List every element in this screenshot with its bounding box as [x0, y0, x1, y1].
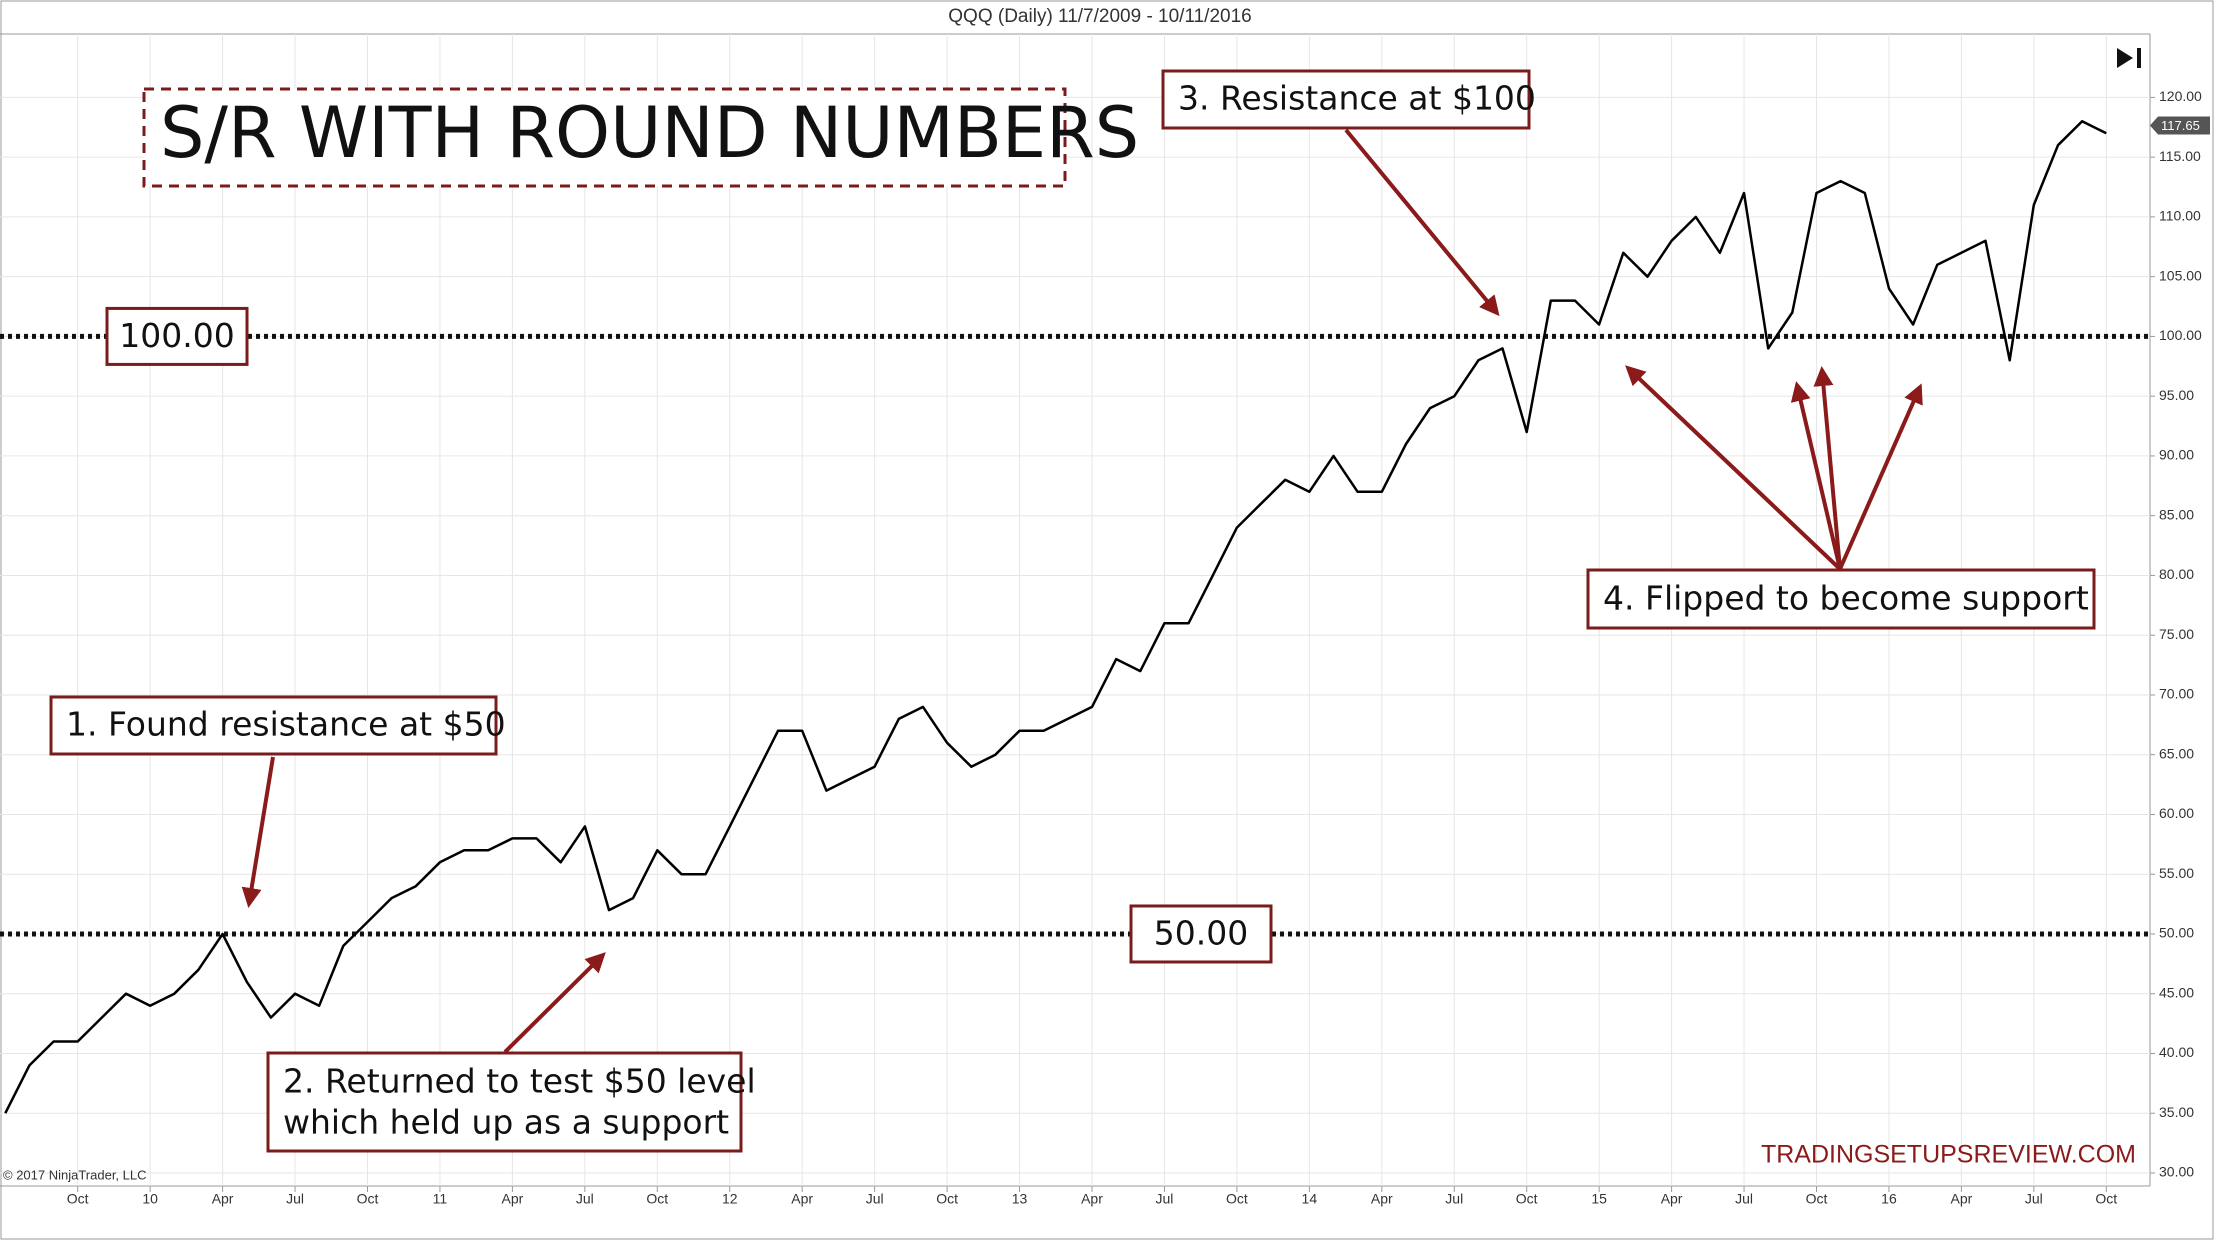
- annotation-box: [266, 1051, 743, 1153]
- x-tick-label: Oct: [357, 1191, 379, 1207]
- x-tick-label: Apr: [1661, 1191, 1683, 1207]
- arrow: [1344, 128, 1500, 317]
- y-tick-label: 70.00: [2159, 686, 2194, 702]
- x-tick-label: Apr: [212, 1191, 234, 1207]
- x-tick-label: Oct: [2095, 1191, 2117, 1207]
- y-tick-label: 85.00: [2159, 506, 2194, 522]
- x-tick-label: Jul: [866, 1191, 884, 1207]
- watermark: TRADINGSETUPSREVIEW.COM: [1761, 1141, 2136, 1169]
- arrow: [241, 756, 275, 908]
- y-tick-label: 35.00: [2159, 1104, 2194, 1120]
- x-tick-label: 14: [1302, 1191, 1318, 1207]
- x-tick-label: Apr: [502, 1191, 524, 1207]
- x-tick-label: Oct: [646, 1191, 668, 1207]
- x-tick-label: 12: [722, 1191, 738, 1207]
- x-tick-label: Apr: [1951, 1191, 1973, 1207]
- x-tick-label: Apr: [1081, 1191, 1103, 1207]
- arrow: [503, 952, 606, 1054]
- annotation-box: [49, 695, 498, 756]
- level-label: 100.00: [119, 316, 234, 355]
- annotation-box: [1161, 69, 1531, 130]
- x-tick-label: Apr: [791, 1191, 813, 1207]
- x-tick-label: Apr: [1371, 1191, 1393, 1207]
- x-tick-label: Jul: [576, 1191, 594, 1207]
- chart-title: QQQ (Daily) 11/7/2009 - 10/11/2016: [948, 6, 1251, 27]
- x-tick-label: 11: [433, 1191, 448, 1207]
- arrow: [1790, 381, 1842, 570]
- x-tick-label: Oct: [1516, 1191, 1538, 1207]
- x-tick-label: 13: [1012, 1191, 1028, 1207]
- x-tick-label: Oct: [67, 1191, 89, 1207]
- level-box: [1129, 904, 1273, 964]
- y-tick-label: 95.00: [2159, 387, 2194, 403]
- arrow: [1625, 365, 1842, 571]
- headline-box: [142, 87, 1067, 188]
- x-tick-label: Jul: [1155, 1191, 1173, 1207]
- annotation: which held up as a support: [283, 1103, 729, 1142]
- arrow: [1838, 383, 1923, 570]
- x-tick-label: 10: [142, 1191, 158, 1207]
- y-tick-label: 40.00: [2159, 1044, 2194, 1060]
- x-tick-label: Oct: [1226, 1191, 1248, 1207]
- y-tick-label: 65.00: [2159, 745, 2194, 761]
- play-icon-bar: [2137, 48, 2141, 68]
- x-tick-label: 16: [1881, 1191, 1897, 1207]
- plot: [4, 120, 2107, 1114]
- y-tick-label: 30.00: [2159, 1164, 2194, 1180]
- y-tick-label: 60.00: [2159, 805, 2194, 821]
- levels: [0, 333, 2150, 937]
- y-tick-label: 45.00: [2159, 984, 2194, 1000]
- annotation-box: [1586, 568, 2096, 630]
- arrow: [1813, 366, 1842, 570]
- x-tick-label: Oct: [936, 1191, 958, 1207]
- price-line: [4, 120, 2107, 1114]
- copyright: © 2017 NinjaTrader, LLC: [3, 1167, 147, 1182]
- level-label: 50.00: [1154, 913, 1248, 952]
- x-tick-label: Jul: [2025, 1191, 2043, 1207]
- y-tick-label: 50.00: [2159, 925, 2194, 941]
- annotation: 3. Resistance at $100: [1178, 79, 1536, 118]
- y-tick-label: 115.00: [2159, 148, 2201, 164]
- annotation: 1. Found resistance at $50: [66, 705, 506, 744]
- play-icon: [2117, 48, 2133, 68]
- headline: S/R WITH ROUND NUMBERS: [160, 92, 1139, 174]
- annotation: 2. Returned to test $50 level: [283, 1062, 756, 1101]
- x-tick-label: Jul: [1735, 1191, 1753, 1207]
- x-tick-label: Jul: [286, 1191, 304, 1207]
- last-price-marker: [2150, 116, 2210, 135]
- y-tick-label: 120.00: [2159, 88, 2202, 104]
- level-box: [105, 306, 249, 366]
- y-tick-label: 90.00: [2159, 447, 2194, 463]
- y-tick-label: 100.00: [2159, 327, 2202, 343]
- last-price-label: 117.65: [2161, 118, 2200, 133]
- x-tick-label: Jul: [1445, 1191, 1463, 1207]
- y-tick-label: 75.00: [2159, 626, 2194, 642]
- y-tick-label: 80.00: [2159, 566, 2194, 582]
- y-tick-label: 110.00: [2159, 208, 2201, 224]
- y-tick-label: 105.00: [2159, 267, 2202, 283]
- annotation: 4. Flipped to become support: [1603, 579, 2089, 618]
- x-tick-label: 15: [1591, 1191, 1607, 1207]
- y-tick-label: 55.00: [2159, 865, 2194, 881]
- x-tick-label: Oct: [1806, 1191, 1828, 1207]
- axes: 30.00 35.00 40.00 45.00 50.00 55.00 60.00 65.00…: [67, 88, 2210, 1207]
